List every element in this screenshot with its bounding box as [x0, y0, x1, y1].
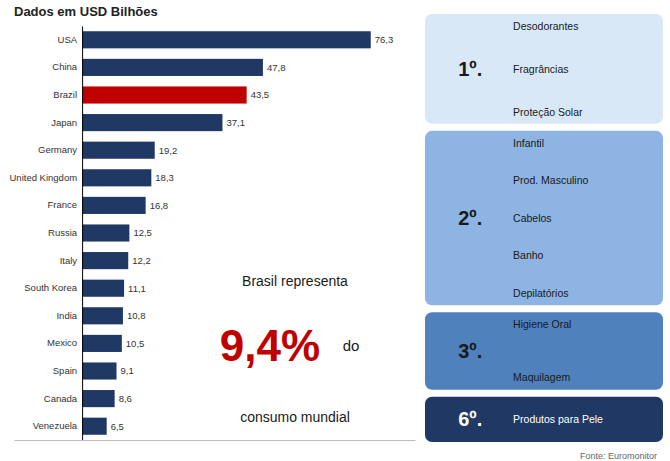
data-label: 11,1 [128, 283, 146, 294]
y-tick-label: Russia [48, 227, 78, 238]
data-label: 76,3 [375, 34, 394, 45]
bar [82, 307, 123, 324]
annotation: Fonte: Euromonitor [580, 451, 657, 461]
data-label: 10,8 [127, 310, 146, 321]
rank-box [425, 312, 663, 390]
rank-label: 2º. [458, 207, 482, 229]
bar [82, 114, 222, 131]
bar [82, 335, 122, 352]
y-tick: Spain [53, 365, 82, 376]
data-labels: 76,3 47,8 43,5 37,1 19,2 18,3 16,8 12,5 12,2 11,1… [111, 34, 394, 431]
rank-item: Cabelos [513, 212, 552, 224]
y-tick: Mexico [47, 337, 82, 348]
bar [82, 418, 107, 435]
rank-item: Depilatórios [513, 287, 568, 299]
rank-item: Proteção Solar [513, 106, 583, 118]
y-tick-label: Germany [38, 144, 77, 155]
data-label: 37,1 [226, 117, 245, 128]
y-tick: United Kingdom [9, 172, 82, 183]
data-label: 47,8 [267, 62, 286, 73]
y-tick: France [48, 199, 83, 210]
y-tick-label: China [52, 61, 78, 72]
bar [82, 362, 116, 379]
y-tick-label: Spain [53, 365, 77, 376]
data-label: 18,3 [155, 172, 174, 183]
data-label: 12,5 [133, 227, 152, 238]
bars [82, 31, 371, 435]
data-label: 6,5 [111, 421, 124, 432]
bar [82, 197, 146, 214]
rank-label: 3º. [458, 340, 482, 362]
y-tick-label: Venezuela [33, 420, 78, 431]
data-label: 8,6 [119, 393, 132, 404]
rank-item: Infantil [513, 137, 544, 149]
rank-item: Higiene Oral [513, 318, 571, 330]
rank-item: Prod. Masculino [513, 174, 588, 186]
annotation: do [343, 337, 360, 354]
annotation: 9,4% [220, 321, 320, 370]
rank-group: 1º. Desodorantes Fragrâncias Proteção Solar [425, 14, 663, 124]
bar [82, 86, 247, 103]
y-tick-label: United Kingdom [9, 172, 77, 183]
y-tick: India [56, 310, 82, 321]
y-tick-label: France [48, 199, 78, 210]
annotation: Brasil representa [242, 273, 348, 289]
bar [82, 169, 151, 186]
x-axis-line [15, 440, 416, 441]
bar [82, 280, 124, 297]
rank-group: 3º. Higiene Oral Maquilagem [425, 312, 663, 390]
y-tick-label: Mexico [47, 337, 77, 348]
y-tick: USA [58, 34, 83, 45]
data-label: 9,1 [121, 365, 134, 376]
rank-item: Banho [513, 249, 544, 261]
y-tick: China [52, 61, 82, 72]
y-tick: Canada [44, 393, 82, 404]
y-tick-label: Italy [60, 255, 78, 266]
title: Dados em USD Bilhões [14, 4, 158, 19]
rank-group: 6º. Produtos para Pele [425, 397, 663, 442]
annotation: consumo mundial [240, 409, 350, 425]
y-tick: Germany [38, 144, 82, 155]
bar [82, 142, 155, 159]
y-tick-label: South Korea [24, 282, 78, 293]
data-label: 16,8 [150, 200, 169, 211]
y-tick: Brazil [53, 89, 82, 100]
y-tick-label: Japan [51, 117, 77, 128]
rank-label: 6º. [458, 408, 482, 430]
rank-label: 1º. [458, 58, 482, 80]
rank-item: Maquilagem [513, 371, 570, 383]
y-tick: Russia [48, 227, 82, 238]
y-tick: Italy [60, 255, 82, 266]
ranking-panel: 1º. Desodorantes Fragrâncias Proteção Solar… [425, 14, 663, 442]
data-label: 19,2 [159, 145, 178, 156]
data-label: 10,5 [126, 338, 145, 349]
rank-group: 2º. Infantil Prod. Masculino Cabelos Banho De… [425, 131, 663, 305]
data-label: 43,5 [251, 89, 269, 100]
bar [82, 31, 371, 48]
rank-item: Fragrâncias [513, 63, 568, 75]
y-tick-label: India [56, 310, 77, 321]
y-axis: USA China Brazil Japan Germany United Kingdom… [9, 27, 82, 441]
chart: Dados em USD Bilhões 76,3 47,8 43,5 37,1 19,2… [0, 0, 670, 461]
rank-item: Produtos para Pele [513, 413, 603, 425]
bar [82, 252, 128, 269]
bar [82, 59, 263, 76]
bar [82, 224, 129, 241]
y-tick: Japan [51, 117, 82, 128]
rank-item: Desodorantes [513, 20, 578, 32]
y-tick-label: USA [58, 34, 78, 45]
y-axis-line [82, 27, 83, 441]
x-axis [15, 440, 416, 441]
rank-box [425, 397, 663, 442]
y-tick-label: Brazil [53, 89, 77, 100]
bar [82, 390, 115, 407]
rank-box [425, 14, 663, 124]
rank-box [425, 131, 663, 305]
y-tick: Venezuela [33, 420, 82, 431]
y-tick: South Korea [24, 282, 82, 293]
data-label: 12,2 [132, 255, 151, 266]
y-tick-label: Canada [44, 393, 78, 404]
